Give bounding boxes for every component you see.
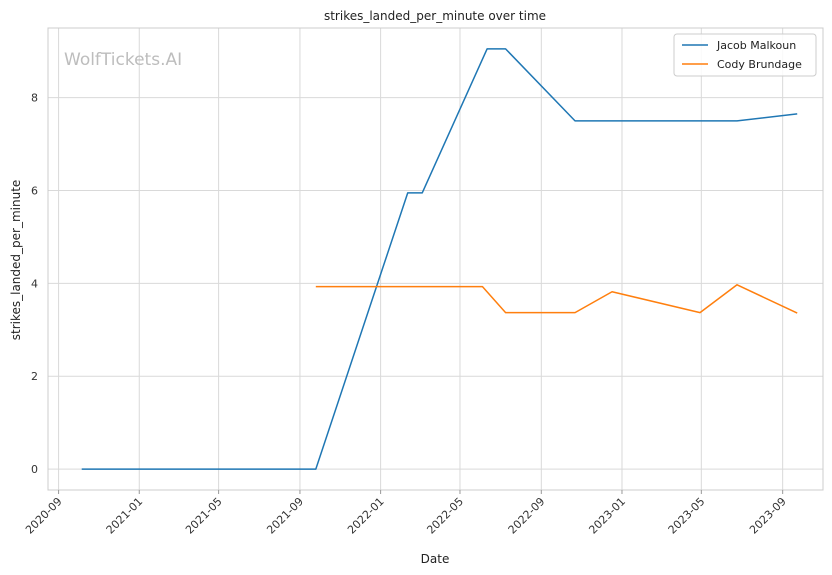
chart-title: strikes_landed_per_minute over time	[324, 9, 546, 23]
series-line-cody-brundage	[315, 284, 798, 314]
y-tick-label: 6	[31, 185, 38, 198]
plot-area	[47, 27, 824, 491]
grid	[48, 28, 823, 490]
x-tick-label: 2022-01	[345, 495, 387, 537]
series-line-jacob-malkoun	[81, 48, 798, 470]
x-tick-label: 2020-09	[23, 495, 65, 537]
legend: Jacob Malkoun Cody Brundage	[673, 33, 817, 77]
x-tick-label: 2022-09	[506, 495, 548, 537]
legend-label-cody-brundage: Cody Brundage	[717, 58, 802, 71]
x-tick-label: 2021-05	[183, 495, 225, 537]
legend-label-jacob-malkoun: Jacob Malkoun	[716, 39, 796, 52]
x-tick-label: 2023-01	[586, 495, 628, 537]
x-tick-label: 2022-05	[424, 495, 466, 537]
x-tick-label: 2021-09	[264, 495, 306, 537]
legend-box	[673, 33, 817, 77]
y-tick-label: 8	[31, 92, 38, 105]
series-lines	[81, 48, 798, 470]
y-tick-label: 4	[31, 277, 38, 290]
y-tick-label: 2	[31, 370, 38, 383]
watermark-text: WolfTickets.AI	[64, 50, 182, 70]
y-tick-label: 0	[31, 463, 38, 476]
x-axis-label: Date	[421, 552, 450, 566]
y-axis-label: strikes_landed_per_minute	[9, 180, 23, 341]
y-axis-ticks: 0 2 4 6 8	[31, 92, 38, 476]
x-tick-label: 2023-05	[666, 495, 708, 537]
x-tick-label: 2021-01	[104, 495, 146, 537]
x-axis-ticks: 2020-09 2021-01 2021-05 2021-09 2022-01 2022-…	[23, 490, 789, 537]
x-tick-label: 2023-09	[747, 495, 789, 537]
